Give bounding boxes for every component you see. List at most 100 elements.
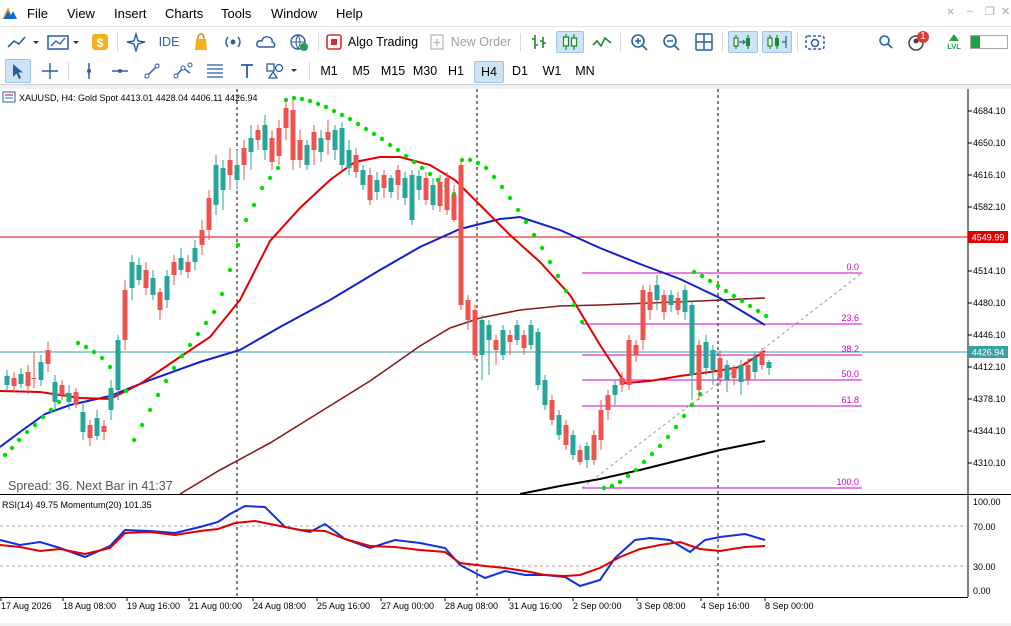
restore-icon[interactable]: ❐ — [985, 6, 995, 18]
sar-dot — [723, 288, 729, 294]
indicator-axis-label: 0.00 — [973, 586, 991, 596]
fib-label-50: 50.0 — [841, 369, 859, 379]
svg-text:$: $ — [97, 36, 104, 50]
minimize-icon[interactable]: – — [967, 5, 974, 17]
candle-body — [122, 290, 128, 340]
candle-body — [472, 310, 478, 355]
zoom-out-button[interactable] — [659, 31, 685, 53]
crosshair-tool[interactable] — [37, 60, 63, 82]
timeframe-m15[interactable]: M15 — [380, 64, 406, 78]
fibonacci-tool[interactable] — [203, 60, 227, 82]
ai-assistant-button[interactable] — [124, 31, 148, 53]
menu-tools[interactable]: Tools — [221, 6, 252, 21]
sar-dot — [187, 342, 193, 348]
candle-body — [577, 450, 583, 462]
candle-body — [304, 145, 310, 165]
candle-body — [514, 325, 520, 340]
menu-help[interactable]: Help — [336, 6, 363, 21]
level-button[interactable]: LVL — [942, 31, 966, 53]
sar-dot — [609, 483, 615, 489]
shapes-tool[interactable] — [264, 60, 302, 82]
new-order-icon — [430, 34, 444, 50]
sar-dot — [691, 269, 697, 275]
candle-body — [255, 130, 261, 140]
menu-charts[interactable]: Charts — [165, 6, 204, 21]
chart-window[interactable]: 0.0 23.6 38.2 50.0 61.8 100.0 Spread: 36… — [0, 89, 1011, 623]
cursor-tool[interactable] — [5, 59, 31, 83]
candle-body — [353, 155, 359, 172]
zoom-in-button[interactable] — [627, 31, 653, 53]
candle-body — [339, 128, 345, 165]
drawing-toolbar: M1 M5 M15 M30 H1 H4 D1 W1 MN — [0, 56, 1011, 85]
sar-dot — [699, 273, 705, 279]
timeframe-w1[interactable]: W1 — [542, 64, 562, 78]
candle-body — [4, 376, 10, 385]
candle-body — [500, 330, 506, 355]
sar-dot — [459, 157, 465, 163]
sar-dot — [163, 378, 169, 384]
bar-chart-button[interactable] — [527, 31, 551, 53]
menu-file[interactable]: File — [27, 6, 48, 21]
candle-body — [290, 110, 296, 160]
candle-body — [647, 292, 653, 310]
time-axis-label: 8 Sep 00:00 — [765, 601, 814, 611]
candle-body — [640, 290, 646, 340]
sar-dot — [83, 344, 89, 350]
price-chart[interactable]: 0.0 23.6 38.2 50.0 61.8 100.0 Spread: 36… — [0, 89, 1011, 623]
candle-body — [192, 248, 198, 262]
ma-black-line — [519, 440, 766, 495]
candle-body — [367, 175, 373, 200]
chart-shift-icon — [767, 35, 787, 49]
horizontal-line-tool[interactable] — [108, 60, 132, 82]
tile-windows-button[interactable] — [691, 31, 717, 53]
services-button[interactable] — [286, 31, 312, 53]
unpin-icon[interactable]: ⨯ — [946, 6, 956, 18]
fibonacci-retracement[interactable] — [581, 272, 863, 489]
vps-button[interactable] — [253, 31, 279, 53]
notifications-button[interactable]: 1 — [905, 31, 931, 53]
channel-tool[interactable] — [171, 60, 195, 82]
sar-dot — [763, 313, 769, 319]
shopping-bag-icon — [195, 33, 207, 50]
auto-scroll-button[interactable] — [728, 31, 758, 53]
menu-insert[interactable]: Insert — [114, 6, 147, 21]
trendline-tool[interactable] — [140, 60, 164, 82]
timeframe-m1[interactable]: M1 — [320, 64, 338, 78]
sar-dot — [299, 96, 305, 102]
candle-body — [73, 392, 79, 405]
code-base-button[interactable] — [190, 31, 212, 53]
new-chart-button[interactable] — [5, 31, 41, 53]
market-button[interactable]: $ — [89, 31, 111, 53]
sar-dot — [131, 437, 137, 443]
text-tool[interactable] — [235, 60, 259, 82]
sar-dot — [203, 320, 209, 326]
line-chart-button[interactable] — [590, 31, 614, 53]
timeframe-h1[interactable]: H1 — [448, 64, 464, 78]
timeframe-m5[interactable]: M5 — [352, 64, 370, 78]
new-order-button[interactable]: New Order — [427, 31, 513, 53]
timeframe-h4[interactable]: H4 — [474, 61, 504, 83]
screenshot-button[interactable] — [803, 31, 827, 53]
candle-body — [150, 278, 156, 295]
chart-shift-button[interactable] — [762, 31, 792, 53]
candlestick-chart-button[interactable] — [556, 31, 584, 53]
algo-trading-button[interactable]: Algo Trading — [324, 31, 419, 53]
sar-dot — [139, 422, 145, 428]
ide-button[interactable]: IDE — [158, 35, 180, 49]
sar-dot — [227, 267, 233, 273]
candle-body — [248, 138, 254, 152]
ma-blue-line — [0, 215, 766, 448]
timeframe-d1[interactable]: D1 — [512, 64, 528, 78]
sar-dot — [32, 422, 38, 428]
vertical-line-tool[interactable] — [77, 60, 101, 82]
current-price-tag — [968, 346, 1008, 358]
signals-button[interactable] — [220, 31, 246, 53]
menu-view[interactable]: View — [67, 6, 95, 21]
menu-window[interactable]: Window — [271, 6, 318, 21]
timeframe-mn[interactable]: MN — [575, 64, 595, 78]
close-icon[interactable]: ✕ — [1001, 6, 1011, 18]
search-button[interactable] — [876, 31, 896, 53]
timeframe-m30[interactable]: M30 — [412, 64, 438, 78]
templates-button[interactable] — [46, 31, 82, 53]
sar-dot — [211, 309, 217, 315]
